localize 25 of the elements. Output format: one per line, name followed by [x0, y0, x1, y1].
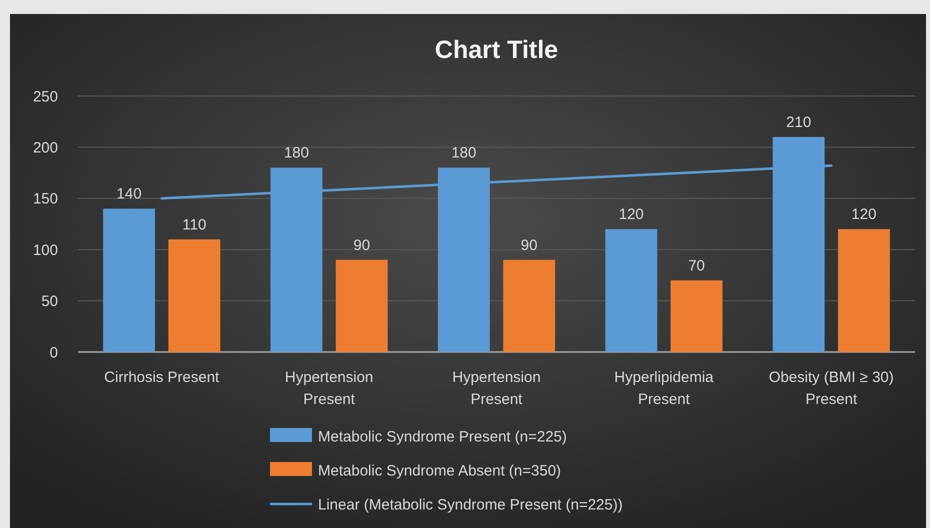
y-tick-label: 150 — [32, 190, 58, 208]
y-tick-label: 200 — [32, 139, 58, 156]
y-tick-label: 100 — [32, 242, 58, 259]
chart-title: Chart Title — [434, 36, 558, 64]
data-label: 110 — [182, 216, 206, 234]
x-tick-label: Hyperlipidemia Present — [614, 369, 714, 408]
data-label: 90 — [353, 236, 370, 254]
data-label: 120 — [618, 206, 644, 224]
data-label: 180 — [284, 144, 309, 162]
y-tick-label: 50 — [41, 293, 58, 310]
data-label: 90 — [520, 236, 538, 254]
x-tick-label: Hypertension Present — [452, 369, 541, 408]
data-label: 180 — [451, 144, 476, 162]
data-label: 70 — [688, 257, 705, 274]
x-tick-label: Hypertension Present — [284, 369, 374, 408]
y-tick-label: 250 — [32, 88, 58, 106]
x-tick-label: Cirrhosis Present — [104, 369, 220, 386]
x-tick-label: Obesity (BMI ≥ 30) Present — [768, 369, 894, 408]
data-label: 210 — [786, 114, 812, 131]
y-tick-label: 0 — [50, 344, 58, 362]
data-label: 140 — [116, 186, 142, 203]
legend-label: Metabolic Syndrome Present (n=225) — [318, 428, 567, 446]
data-label: 120 — [851, 206, 876, 224]
legend-label: Metabolic Syndrome Absent (n=350) — [318, 462, 562, 480]
legend-label: Linear (Metabolic Syndrome Present (n=225)) — [318, 496, 623, 514]
